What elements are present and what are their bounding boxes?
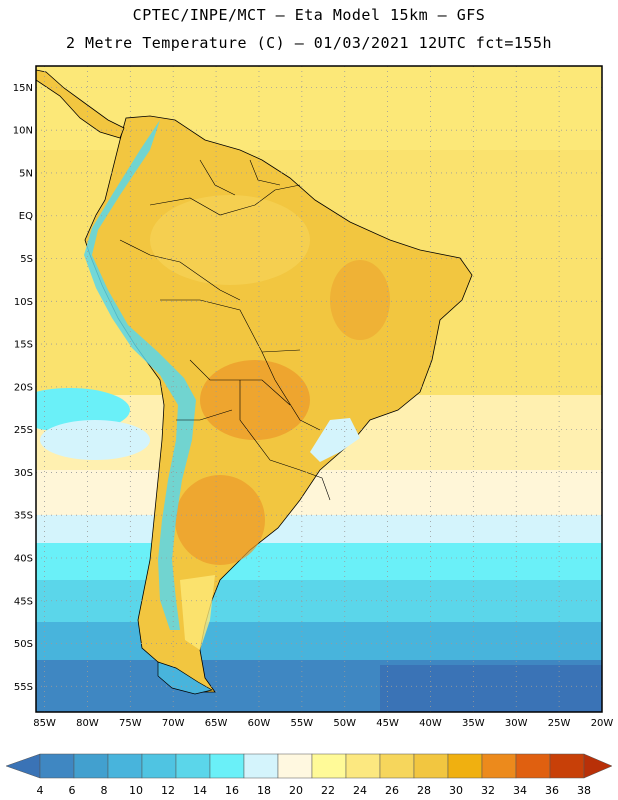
latitude-labels: 15N 10N 5N EQ 5S 10S 15S 20S 25S 30S 35S 40S 45S 50S 5… (13, 83, 33, 693)
hot-region-northeast (330, 260, 390, 340)
map-field (36, 66, 602, 712)
lat-label: 40S (14, 553, 33, 564)
colorbar-label: 4 (37, 784, 44, 797)
ocean-band-blue (36, 622, 602, 662)
colorbar-swatch (277, 753, 313, 779)
colorbar-label: 10 (129, 784, 143, 797)
colorbar-swatch (39, 753, 75, 779)
colorbar-swatch (311, 753, 347, 779)
colorbar-label: 26 (385, 784, 399, 797)
lat-label: 30S (14, 468, 33, 479)
lon-label: 30W (505, 718, 528, 729)
lat-label: 15S (14, 340, 33, 351)
lon-label: 35W (462, 718, 485, 729)
colorbar-swatch (481, 753, 517, 779)
colorbar-swatch (243, 753, 279, 779)
ocean-band-cool (36, 470, 602, 520)
ocean-band-cyan (36, 543, 602, 583)
patagonia-cool (180, 575, 215, 650)
map-title: CPTEC/INPE/MCT – Eta Model 15km – GFS (132, 6, 486, 24)
colorbar-swatch (107, 753, 143, 779)
colorbar-label: 12 (161, 784, 175, 797)
colorbar-label: 22 (321, 784, 335, 797)
colorbar-swatch (73, 753, 109, 779)
colorbar-label: 24 (353, 784, 367, 797)
lat-label: EQ (19, 211, 33, 222)
lon-label: 25W (548, 718, 571, 729)
colorbar-swatch (209, 753, 245, 779)
lat-label: 5S (20, 254, 33, 265)
lat-label: 35S (14, 511, 33, 522)
colorbar-label: 32 (481, 784, 495, 797)
colorbar-swatch (175, 753, 211, 779)
colorbar-swatch (379, 753, 415, 779)
hot-region-chaco (200, 360, 310, 440)
colorbar-label: 16 (225, 784, 239, 797)
lat-label: 10S (14, 297, 33, 308)
ocean-band-sky (36, 580, 602, 625)
lat-label: 55S (14, 682, 33, 693)
colorbar-label: 20 (289, 784, 303, 797)
ocean-band-coldest (380, 665, 602, 712)
lat-label: 20S (14, 382, 33, 393)
colorbar-swatch (413, 753, 449, 779)
colorbar-swatch (447, 753, 483, 779)
colorbar-arrow-low (5, 753, 41, 779)
colorbar-swatch (141, 753, 177, 779)
colorbar-label: 8 (101, 784, 108, 797)
colorbar-label: 28 (417, 784, 431, 797)
colorbar-label: 18 (257, 784, 271, 797)
lon-label: 60W (248, 718, 271, 729)
lon-label: 20W (591, 718, 614, 729)
country-borders (119, 159, 331, 501)
lon-label: 70W (162, 718, 185, 729)
colorbar-label: 6 (69, 784, 76, 797)
mild-region-amazon (150, 195, 310, 285)
colorbar-arrow-high (583, 753, 613, 779)
lon-label: 85W (33, 718, 56, 729)
colorbar-label: 14 (193, 784, 207, 797)
lon-label: 80W (76, 718, 99, 729)
lat-label: 25S (14, 425, 33, 436)
colorbar-swatch (515, 753, 551, 779)
map-subtitle: 2 Metre Temperature (C) – 01/03/2021 12U… (65, 34, 553, 52)
colorbar-label: 30 (449, 784, 463, 797)
colorbar-label: 34 (513, 784, 527, 797)
lat-label: 45S (14, 596, 33, 607)
colorbar-swatch (549, 753, 585, 779)
longitude-labels: 85W 80W 75W 70W 65W 60W 55W 50W 45W 40W 35W 30W 25W 2… (33, 718, 613, 729)
colorbar-label: 38 (577, 784, 591, 797)
temperature-map: 15N 10N 5N EQ 5S 10S 15S 20S 25S 30S 35S 40S 45S 50S 5… (13, 65, 613, 729)
colorbar-swatch (345, 753, 381, 779)
lon-label: 75W (119, 718, 142, 729)
andes-cold-belt (84, 120, 196, 630)
lon-label: 45W (376, 718, 399, 729)
lat-label: 5N (19, 168, 33, 179)
lon-label: 65W (205, 718, 228, 729)
colorbar: 4 6 8 10 12 14 16 18 20 22 24 26 28 30 32 34 36 38 (5, 753, 613, 797)
pacific-pale-tongue (40, 420, 150, 460)
hot-region-pampas (175, 475, 265, 565)
lon-label: 55W (291, 718, 314, 729)
lon-label: 40W (419, 718, 442, 729)
ocean-band-pale (36, 515, 602, 545)
lat-label: 50S (14, 639, 33, 650)
lon-label: 50W (333, 718, 356, 729)
lat-label: 10N (13, 126, 33, 137)
map-frame (35, 65, 603, 713)
southeast-brazil-cool (310, 418, 360, 462)
colorbar-label: 36 (545, 784, 559, 797)
lat-label: 15N (13, 83, 33, 94)
